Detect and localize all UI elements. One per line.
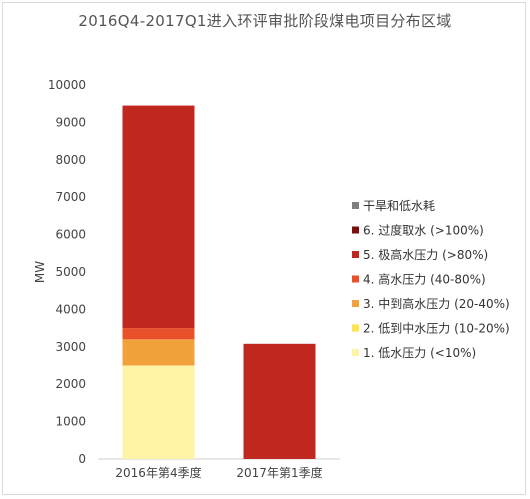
y-tick-label: 4000 <box>55 302 86 316</box>
legend-label: 4. 高水压力 (40-80%) <box>363 272 486 287</box>
legend-swatch <box>352 251 359 258</box>
legend-swatch <box>352 202 359 209</box>
chart-title: 2016Q4-2017Q1进入环评审批阶段煤电项目分布区域 <box>78 12 452 30</box>
legend-swatch <box>352 300 359 307</box>
legend-label: 干旱和低水耗 <box>363 199 435 213</box>
bar-segment <box>122 365 195 459</box>
y-tick-label: 10000 <box>48 78 86 92</box>
y-tick-label: 2000 <box>55 377 86 391</box>
bar-segment <box>243 343 316 459</box>
bar-segment <box>122 328 195 340</box>
y-tick-label: 6000 <box>55 228 86 242</box>
legend-label: 6. 过度取水 (>100%) <box>363 223 484 238</box>
y-tick-label: 3000 <box>55 340 86 354</box>
y-tick-label: 1000 <box>55 415 86 429</box>
bar-segment <box>122 339 195 366</box>
legend-label: 5. 极高水压力 (>80%) <box>363 247 488 262</box>
y-tick-label: 9000 <box>55 115 86 129</box>
y-axis-label: MW <box>33 261 47 283</box>
y-tick-label: 5000 <box>55 265 86 279</box>
legend-swatch <box>352 349 359 356</box>
legend-swatch <box>352 226 359 234</box>
y-tick-label: 8000 <box>55 153 86 167</box>
legend-swatch <box>352 324 359 332</box>
bar-segment <box>122 105 195 329</box>
legend-label: 2. 低到中水压力 (10-20%) <box>363 321 510 336</box>
y-tick-label: 0 <box>78 452 86 466</box>
legend-label: 3. 中到高水压力 (20-40%) <box>363 296 510 311</box>
legend-label: 1. 低水压力 (<10%) <box>363 346 476 360</box>
y-tick-label: 7000 <box>55 190 86 204</box>
x-tick-label: 2016年第4季度 <box>115 465 201 480</box>
legend-swatch <box>352 275 359 283</box>
x-tick-label: 2017年第1季度 <box>236 465 322 480</box>
